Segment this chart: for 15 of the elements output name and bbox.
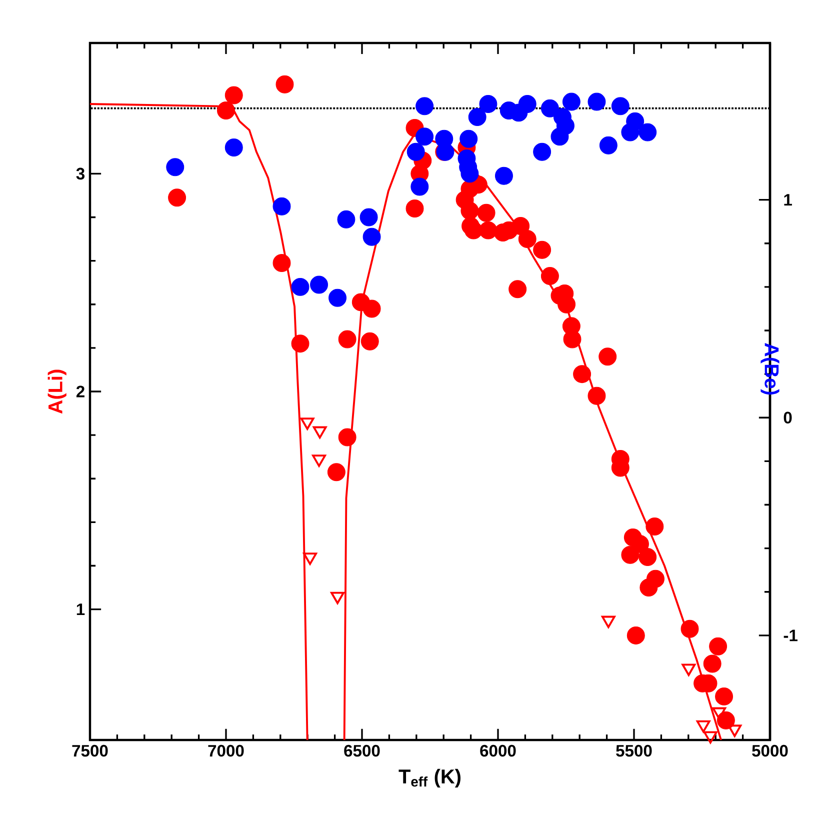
- x-tick-label: 7500: [72, 744, 108, 757]
- y2-axis-title: A(Be): [760, 342, 780, 395]
- x-axis-title: T$_{eff}$ (K): [398, 768, 460, 788]
- x-tick-label: 6000: [480, 744, 516, 757]
- y-tick-label: 2: [76, 386, 84, 398]
- x-tick-label: 5000: [752, 744, 788, 757]
- y2-tick-label: -1: [784, 630, 798, 642]
- x-tick-label: 5500: [616, 744, 652, 757]
- y2-tick-label: 0: [784, 412, 792, 424]
- x-tick-label: 6500: [344, 744, 380, 757]
- y-tick-label: 1: [76, 604, 85, 616]
- y-tick-label: 3: [76, 168, 85, 180]
- y-axis-title: A(Li): [48, 370, 66, 414]
- x-tick-label: 7000: [208, 744, 244, 757]
- y2-tick-label: 1: [784, 194, 792, 206]
